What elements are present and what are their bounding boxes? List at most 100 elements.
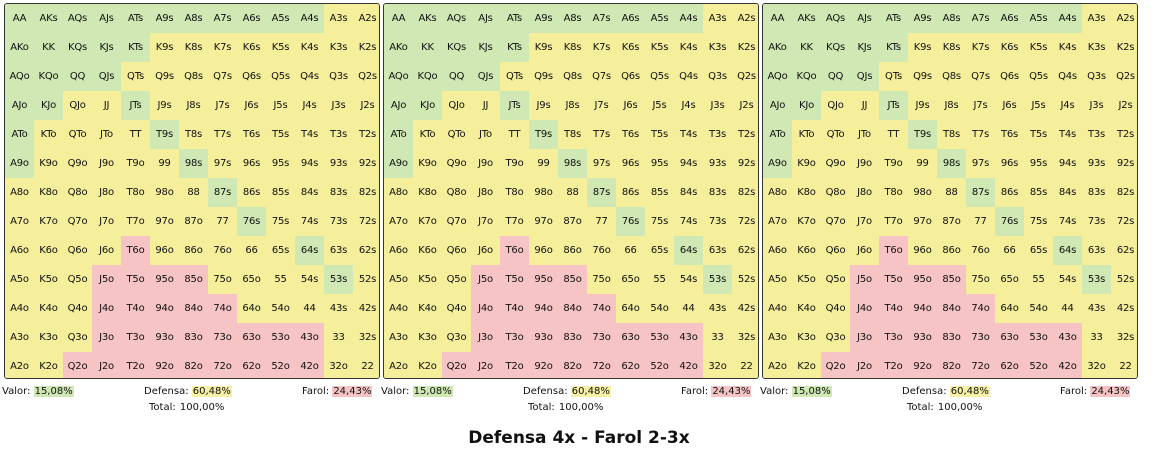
hand-cell: A7o (763, 207, 792, 236)
hand-cell: T5s (266, 120, 295, 149)
hand-cell: A4o (384, 294, 413, 323)
hand-cell: KQs (442, 33, 471, 62)
hand-cell: ATs (500, 4, 529, 33)
page-caption: Defensa 4x - Farol 2-3x (468, 428, 690, 448)
hand-cell: 94s (295, 149, 324, 178)
hand-cell: Q4s (674, 62, 703, 91)
hand-cell: Q2o (442, 352, 471, 378)
hand-cell: TT (879, 120, 908, 149)
hand-cell: 84o (558, 294, 587, 323)
hand-cell: Q9o (63, 149, 92, 178)
hand-cell: 73o (208, 323, 237, 352)
hand-cell: 64o (237, 294, 266, 323)
hand-cell: K5s (1024, 33, 1053, 62)
hand-cell: T6s (616, 120, 645, 149)
hand-cell: 43s (703, 294, 732, 323)
hand-cell: 88 (179, 178, 208, 207)
hand-cell: 92o (908, 352, 937, 378)
hand-cell: 83o (179, 323, 208, 352)
total-stat: Total: 100,00% (149, 402, 225, 413)
hand-cell: 42s (353, 294, 379, 323)
hand-cell: QJo (63, 91, 92, 120)
hand-cell: T4s (674, 120, 703, 149)
hand-cell: KTs (879, 33, 908, 62)
hand-cell: A4s (1053, 4, 1082, 33)
hand-cell: 99 (529, 149, 558, 178)
hand-cell: AKo (384, 33, 413, 62)
hand-cell: J7s (587, 91, 616, 120)
hand-cell: 73o (966, 323, 995, 352)
hand-cell: A9s (529, 4, 558, 33)
hand-cell: 95s (266, 149, 295, 178)
hand-cell: T2s (353, 120, 379, 149)
farol-stat-label: Farol: (302, 386, 333, 397)
hand-cell: 66 (995, 236, 1024, 265)
hand-cell: KJo (792, 91, 821, 120)
hand-cell: A8o (384, 178, 413, 207)
hand-cell: Q3o (821, 323, 850, 352)
hand-cell: 75s (1024, 207, 1053, 236)
hand-cell: J2s (353, 91, 379, 120)
hand-cell: AQs (63, 4, 92, 33)
hand-cell: J9o (471, 149, 500, 178)
hand-cell: 62o (237, 352, 266, 378)
hand-cell: 92s (1111, 149, 1137, 178)
hand-cell: 63o (995, 323, 1024, 352)
hand-cell: T5s (1024, 120, 1053, 149)
hand-cell: A3s (703, 4, 732, 33)
hand-cell: A9o (763, 149, 792, 178)
hand-cell: J5o (92, 265, 121, 294)
hand-cell: 88 (558, 178, 587, 207)
hand-cell: J7o (92, 207, 121, 236)
hand-cell: J7o (850, 207, 879, 236)
hand-cell: AJs (471, 4, 500, 33)
hand-cell: 83s (324, 178, 353, 207)
hand-cell: 53s (324, 265, 353, 294)
hand-cell: A6s (616, 4, 645, 33)
hand-cell: 72o (587, 352, 616, 378)
hand-cell: A5o (384, 265, 413, 294)
hand-cell: 42s (1111, 294, 1137, 323)
total-stat-value: 100,00% (558, 402, 604, 413)
hand-cell: 52s (732, 265, 758, 294)
hand-cell: 42s (732, 294, 758, 323)
hand-cell: T6s (237, 120, 266, 149)
hand-cell: ATo (5, 120, 34, 149)
hand-cell: 84s (1053, 178, 1082, 207)
hand-cell: 97s (966, 149, 995, 178)
hand-cell: 97s (587, 149, 616, 178)
hand-cell: 72o (966, 352, 995, 378)
hand-cell: A7s (966, 4, 995, 33)
hand-cell: T8o (121, 178, 150, 207)
hand-cell: T9s (908, 120, 937, 149)
total-stat: Total: 100,00% (528, 402, 604, 413)
hand-cell: 95o (150, 265, 179, 294)
hand-cell: 52s (353, 265, 379, 294)
hand-cell: 55 (1024, 265, 1053, 294)
defensa-stat: Defensa: 60,48% (523, 386, 611, 397)
hand-cell: A6o (5, 236, 34, 265)
hand-cell: A7s (587, 4, 616, 33)
hand-cell: J2s (732, 91, 758, 120)
hand-cell: T2o (879, 352, 908, 378)
hand-cell: 76s (616, 207, 645, 236)
hand-cell: AJs (850, 4, 879, 33)
total-stat-label: Total: (907, 402, 937, 413)
hand-cell: Q8s (179, 62, 208, 91)
hand-cell: A5s (645, 4, 674, 33)
hand-cell: K4o (792, 294, 821, 323)
hand-cell: JTo (471, 120, 500, 149)
hand-cell: J3s (703, 91, 732, 120)
hand-cell: J4o (850, 294, 879, 323)
hand-cell: Q7s (587, 62, 616, 91)
hand-cell: 97o (908, 207, 937, 236)
hand-cell: K3o (792, 323, 821, 352)
hand-cell: A9o (384, 149, 413, 178)
hand-cell: T5o (121, 265, 150, 294)
hand-cell: A8s (937, 4, 966, 33)
hand-cell: K6s (237, 33, 266, 62)
hand-cell: 43o (674, 323, 703, 352)
hand-cell: A5o (5, 265, 34, 294)
hand-cell: 94s (1053, 149, 1082, 178)
hand-cell: J6s (995, 91, 1024, 120)
